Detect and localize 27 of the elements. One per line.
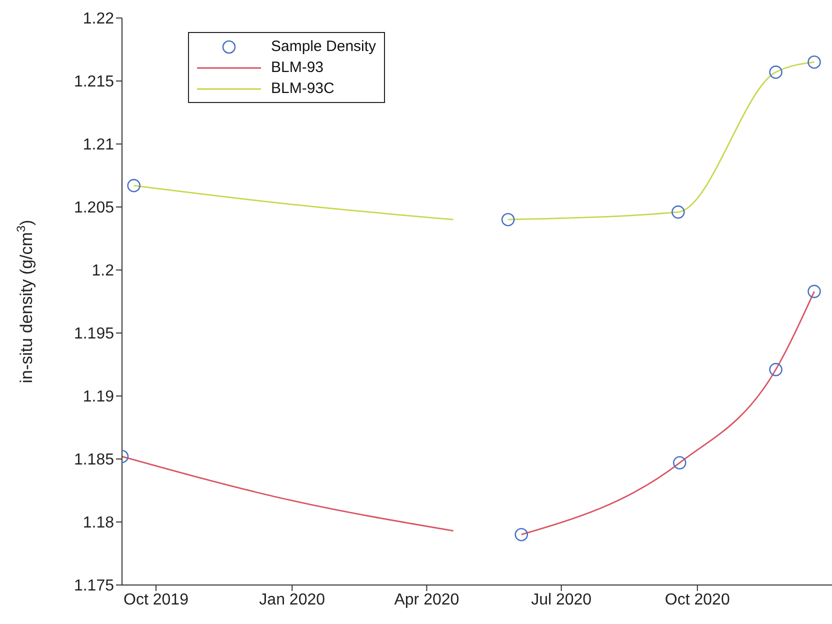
point	[514, 528, 528, 542]
y-tick-label: 1.21	[82, 136, 114, 154]
y-tick-label: 1.2	[92, 262, 114, 280]
legend-label: BLM-93	[271, 59, 324, 76]
y-tick-label: 1.19	[82, 388, 114, 406]
x-tick-label: Oct 2019	[124, 591, 189, 608]
x-tick-label: Apr 2020	[394, 591, 460, 608]
legend-label: BLM-93C	[271, 80, 334, 97]
y-tick-label: 1.215	[74, 74, 114, 91]
point	[127, 178, 140, 192]
y-tick-label: 1.185	[74, 452, 114, 469]
point	[808, 55, 821, 69]
point	[808, 284, 821, 298]
y-tick-label: 1.22	[82, 10, 114, 28]
y-tick-label: 1.18	[82, 514, 114, 532]
point	[672, 456, 686, 470]
y-tick-label: 1.205	[74, 200, 114, 217]
y-tick-label: 1.195	[74, 326, 114, 343]
x-tick-label: Oct 2020	[664, 591, 730, 608]
point	[769, 66, 782, 79]
legend-label: Sample Density	[271, 38, 376, 55]
point	[769, 362, 782, 376]
y-tick-label: 1.175	[74, 578, 114, 595]
x-tick-label: Jul 2020	[531, 591, 592, 608]
x-tick-label: Jan 2020	[259, 591, 326, 608]
point	[501, 212, 515, 226]
point	[672, 205, 685, 219]
